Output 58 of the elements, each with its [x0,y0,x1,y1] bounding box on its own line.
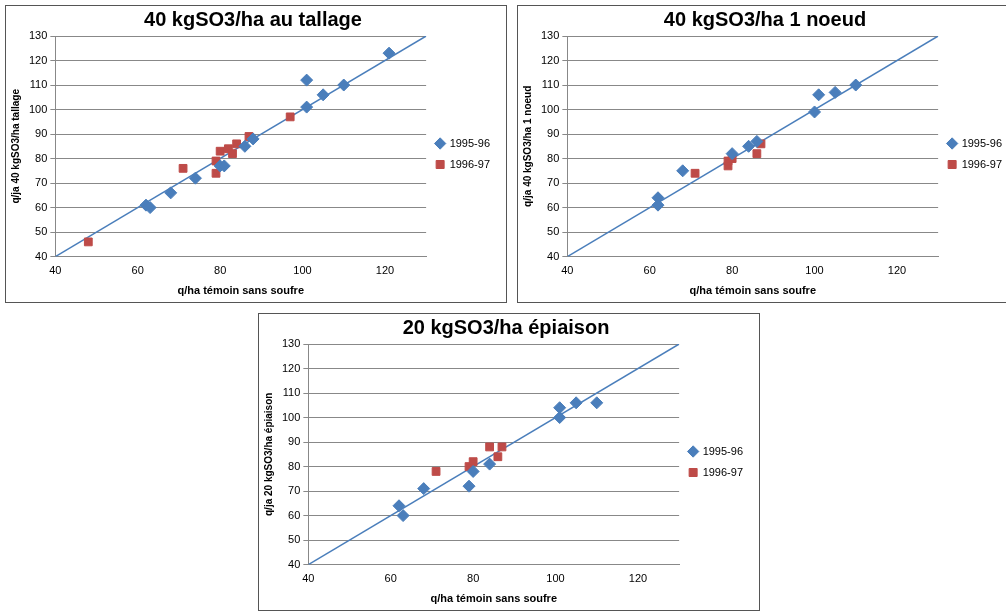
y-tick-label: 60 [288,508,301,521]
y-tick-label: 40 [288,557,301,570]
y-tick-label: 60 [35,200,48,213]
y-tick-label: 70 [547,176,560,189]
x-tick-label: 40 [561,264,574,277]
legend-label: 1996-97 [702,465,744,478]
x-tick-label: 80 [214,264,227,277]
y-tick-label: 100 [28,102,48,115]
y-tick-label: 110 [282,386,301,399]
legend-label: 1995-96 [449,136,491,149]
x-axis-title: q/ha témoin sans soufre [430,592,558,605]
x-tick-label: 80 [726,264,739,277]
y-tick-label: 70 [35,176,48,189]
y-tick-label: 60 [547,200,560,213]
legend-label: 1995-96 [961,136,1003,149]
x-tick-label: 120 [375,264,395,277]
y-axis-title: q/ja 40 kgSO3/ha tallage [9,88,21,204]
x-tick-label: 100 [805,264,824,277]
chart-title: 40 kgSO3/ha au tallage [144,7,362,30]
chart-title: 20 kgSO3/ha épiaison [402,315,610,338]
x-tick-label: 60 [384,572,397,585]
x-tick-label: 120 [628,572,648,585]
y-tick-label: 110 [29,78,48,91]
y-tick-label: 80 [288,459,301,472]
x-axis-title: q/ha témoin sans soufre [177,284,305,297]
y-axis-title: q/ja 40 kgSO3/ha 1 noeud [521,85,533,207]
y-axis-title: q/ja 20 kgSO3/ha épiaison [262,392,274,516]
y-tick-label: 130 [28,29,48,42]
x-tick-label: 40 [49,264,62,277]
y-tick-label: 130 [281,337,301,350]
y-tick-label: 110 [541,78,560,91]
y-tick-label: 120 [281,361,301,374]
y-tick-label: 100 [281,410,301,423]
y-tick-label: 50 [547,225,560,238]
y-tick-label: 120 [28,53,48,66]
y-tick-label: 50 [288,533,301,546]
y-tick-label: 90 [35,127,48,140]
x-axis-title: q/ha témoin sans soufre [689,284,817,297]
y-tick-label: 90 [547,127,560,140]
legend-label: 1996-97 [961,157,1003,170]
y-tick-label: 100 [540,102,560,115]
y-tick-label: 90 [288,435,301,448]
legend-label: 1995-96 [702,444,744,457]
y-tick-label: 40 [547,249,560,262]
y-tick-label: 80 [35,151,48,164]
legend-label: 1996-97 [449,157,491,170]
y-tick-label: 70 [288,484,301,497]
x-tick-label: 80 [467,572,480,585]
y-tick-label: 50 [35,225,48,238]
x-tick-label: 60 [131,264,144,277]
y-tick-label: 40 [35,249,48,262]
chart-title: 40 kgSO3/ha 1 noeud [663,7,867,30]
x-tick-label: 40 [302,572,315,585]
x-tick-label: 120 [887,264,907,277]
y-tick-label: 130 [540,29,560,42]
y-tick-label: 120 [540,53,560,66]
y-tick-label: 80 [547,151,560,164]
x-tick-label: 60 [643,264,656,277]
